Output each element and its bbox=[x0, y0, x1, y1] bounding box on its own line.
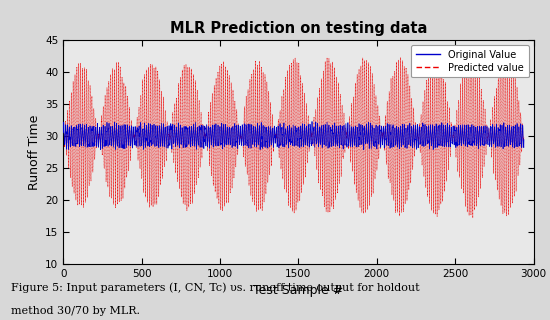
Text: method 30/70 by MLR.: method 30/70 by MLR. bbox=[11, 306, 140, 316]
Title: MLR Prediction on testing data: MLR Prediction on testing data bbox=[170, 21, 427, 36]
Text: Figure 5: Input parameters (I, CN, Tc) υs. runoff time output for holdout: Figure 5: Input parameters (I, CN, Tc) υ… bbox=[11, 283, 420, 293]
Y-axis label: Runoff Time: Runoff Time bbox=[28, 114, 41, 190]
Legend: Original Value, Predicted value: Original Value, Predicted value bbox=[411, 45, 529, 77]
X-axis label: Test Sample #: Test Sample # bbox=[253, 284, 344, 297]
